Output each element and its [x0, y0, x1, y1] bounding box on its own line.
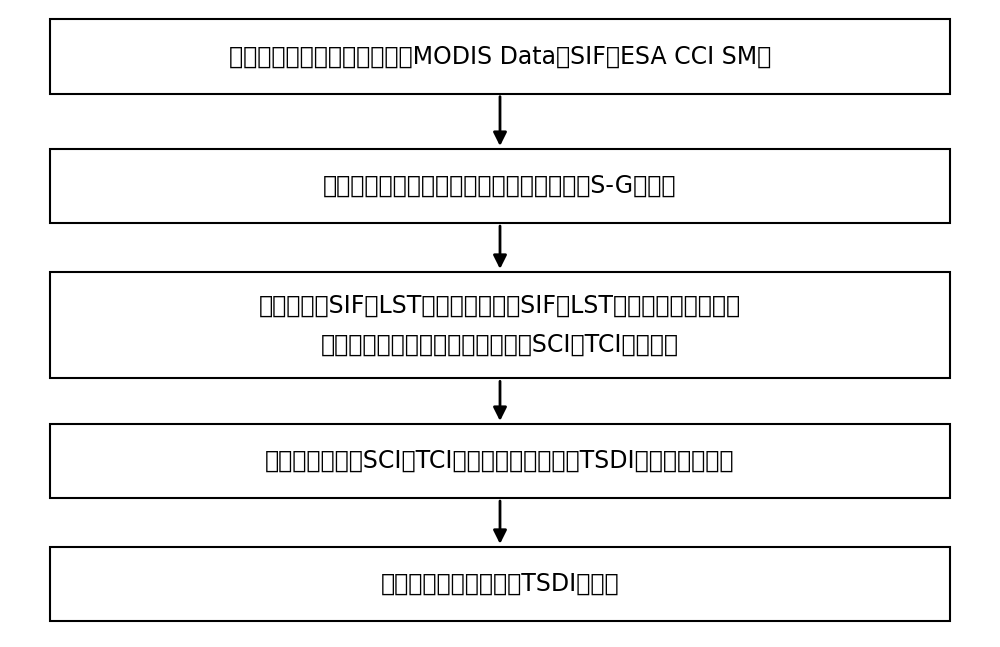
Text: 利用熵权法确定SCI和TCI的权重，获取研究区TSDI影像图干旱指数: 利用熵权法确定SCI和TCI的权重，获取研究区TSDI影像图干旱指数	[265, 449, 735, 473]
FancyBboxPatch shape	[50, 272, 950, 378]
Text: 利用土壤湿度数据验证TSDI适用性: 利用土壤湿度数据验证TSDI适用性	[381, 572, 619, 596]
Text: 对遥感数据进行预处理（统一时空分辨率、S-G滤波）: 对遥感数据进行预处理（统一时空分辨率、S-G滤波）	[323, 174, 677, 198]
FancyBboxPatch shape	[50, 19, 950, 94]
Text: 获取研究地区遥感影像数据（MODIS Data、SIF、ESA CCI SM）: 获取研究地区遥感影像数据（MODIS Data、SIF、ESA CCI SM）	[229, 45, 771, 69]
FancyBboxPatch shape	[50, 424, 950, 498]
FancyBboxPatch shape	[50, 149, 950, 223]
FancyBboxPatch shape	[50, 547, 950, 621]
Text: 获取研究区SIF、LST影像，分别确定SIF和LST最大值和最小值，将
其代入归一化公式，获取研究地区SCI和TCI干旱指数: 获取研究区SIF、LST影像，分别确定SIF和LST最大值和最小值，将 其代入归…	[259, 294, 741, 356]
